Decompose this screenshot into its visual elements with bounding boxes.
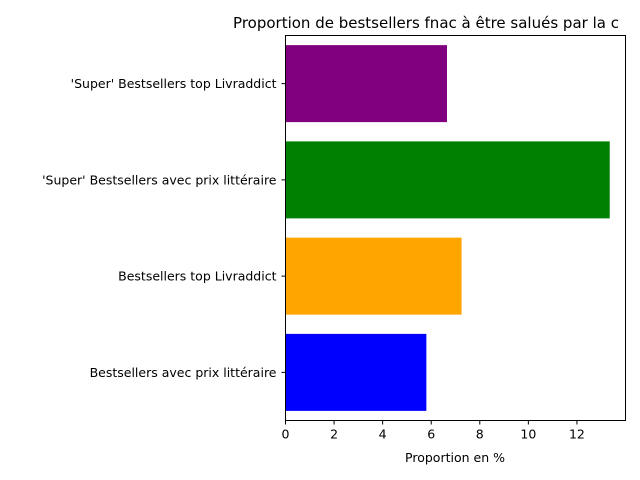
x-tick-label-12: 12 xyxy=(569,427,585,442)
y-category-label-1: Bestsellers avec prix littéraire xyxy=(90,365,277,380)
x-tick-label-4: 4 xyxy=(379,427,387,442)
bar-1 xyxy=(285,333,427,411)
x-tick-label-10: 10 xyxy=(520,427,536,442)
y-category-label-4: 'Super' Bestsellers top Livraddict xyxy=(71,76,277,91)
y-category-label-2: Bestsellers top Livraddict xyxy=(118,269,276,284)
x-tick-label-8: 8 xyxy=(476,427,484,442)
axes-frame xyxy=(285,35,626,421)
x-tick-label-2: 2 xyxy=(330,427,338,442)
bar-3 xyxy=(285,141,610,219)
x-axis-ticks: 0 2 4 6 8 10 12 xyxy=(282,420,585,442)
x-axis-label: Proportion en % xyxy=(405,450,505,465)
bars-group xyxy=(285,45,610,411)
y-category-labels: Bestsellers avec prix littéraire Bestsell… xyxy=(42,76,286,380)
y-category-label-3: 'Super' Bestsellers avec prix littéraire xyxy=(42,172,277,187)
bar-4 xyxy=(285,45,447,123)
bar-2 xyxy=(285,237,462,315)
x-tick-label-0: 0 xyxy=(282,427,290,442)
x-tick-label-6: 6 xyxy=(427,427,435,442)
chart-title: Proportion de bestsellers fnac à être sa… xyxy=(233,14,619,32)
